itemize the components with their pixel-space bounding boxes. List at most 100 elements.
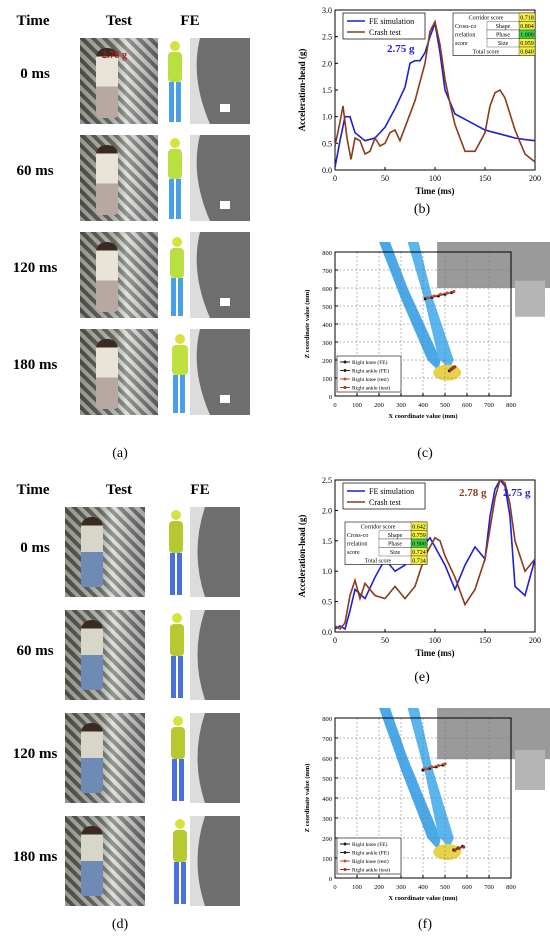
x-tick-label: 500 xyxy=(440,402,450,409)
x-axis-label: X coordinate value (mm) xyxy=(388,895,457,902)
car-front-shape xyxy=(437,242,550,289)
x-tick-label: 0 xyxy=(333,884,336,891)
legend-marker xyxy=(343,859,347,863)
car-bumper-shape xyxy=(515,280,545,317)
scatter-point xyxy=(439,292,443,296)
legend-label: Right ankle (FE) xyxy=(352,368,389,375)
x-tick-label: 700 xyxy=(484,884,494,891)
legend-marker xyxy=(343,369,347,372)
chart-b-head-acceleration: 0 50 100 150 200 0.0 0.5 1.0 1.5 2.0 2.5 3.0 Time (m… xyxy=(297,6,541,196)
legend-label: Right ankle (test) xyxy=(352,867,390,874)
x-tick-label: 600 xyxy=(462,402,472,409)
scatter-point xyxy=(453,848,457,852)
series-line-crash-test xyxy=(334,19,536,163)
score-row-label: rrelation xyxy=(347,542,367,548)
x-tick-label: 0 xyxy=(333,402,336,409)
y-tick-label: 0.0 xyxy=(322,166,332,175)
score-value: 0.959 xyxy=(520,41,534,47)
score-value-cell xyxy=(410,555,428,565)
y-axis-label: Z coordinate value (mm) xyxy=(304,764,311,833)
panel-a-label: (a) xyxy=(112,446,128,461)
fe-model-image xyxy=(170,610,240,700)
y-tick-label: 0 xyxy=(329,394,332,401)
score-value: 0.718 xyxy=(520,16,534,22)
y-tick-label: 1.5 xyxy=(322,537,332,546)
legend-label: Crash test xyxy=(369,28,402,37)
scatter-point xyxy=(425,296,429,300)
x-tick-label: 400 xyxy=(418,402,428,409)
scatter-point xyxy=(445,291,449,295)
panel-a-time-header: Time xyxy=(16,13,50,29)
y-tick-label: 200 xyxy=(322,358,332,365)
y-tick-label: 2.5 xyxy=(322,476,332,485)
panel-d-row-label: 60 ms xyxy=(16,643,54,659)
fe-model-image xyxy=(169,507,240,597)
legend-label: FE simulation xyxy=(369,487,414,496)
y-axis-label: Acceleration-head (g) xyxy=(297,515,307,598)
peak-label: 2.75 g xyxy=(387,43,415,55)
test-photo xyxy=(65,610,145,700)
panel-a-test-header: Test xyxy=(105,13,133,29)
panel-f-label: (f) xyxy=(418,917,432,932)
score-value: 0.724 xyxy=(412,550,426,556)
fe-leg-shape xyxy=(379,708,441,850)
y-tick-label: 800 xyxy=(322,716,332,723)
panel-d-label: (d) xyxy=(111,917,129,932)
y-tick-label: 400 xyxy=(322,322,332,329)
score-sub-label: Phase xyxy=(388,542,402,548)
chart-f-joint-trajectory: 0 100 200 300 400 500 600 700 800 0 100 200 300 400 50… xyxy=(304,708,550,902)
y-tick-label: 1.0 xyxy=(322,567,332,576)
series-line-fe-simulation xyxy=(334,20,536,168)
score-sub-cell xyxy=(486,38,520,48)
score-value: 0.804 xyxy=(520,24,534,30)
y-tick-label: 300 xyxy=(322,340,332,347)
photo-overlay-text: 2.78 g xyxy=(102,50,127,61)
scatter-point xyxy=(443,762,447,766)
legend-marker xyxy=(343,842,347,846)
test-photo: 2.78 g xyxy=(80,38,158,124)
x-tick-label: 300 xyxy=(396,402,406,409)
score-value: 0.759 xyxy=(412,533,426,539)
panel-a-row-label: 0 ms xyxy=(20,66,50,82)
fe-leg-shape xyxy=(379,242,441,371)
score-value: 1.000 xyxy=(520,33,534,39)
fe-model-image xyxy=(168,135,250,221)
score-value: 0.642 xyxy=(412,525,426,531)
fe-model-image xyxy=(172,329,250,415)
x-tick-label: 0 xyxy=(333,174,337,183)
score-row-label: Corridor score xyxy=(469,16,504,22)
panel-d-time-header: Time xyxy=(16,482,50,498)
y-tick-label: 0 xyxy=(329,876,332,883)
legend-label: Right ankle (FE) xyxy=(352,850,389,857)
score-sub-label: Shape xyxy=(496,24,511,30)
legend-label: Crash test xyxy=(369,498,402,507)
legend-label: Right ankle (test) xyxy=(352,385,390,392)
x-tick-label: 700 xyxy=(484,402,494,409)
panel-a-row-label: 60 ms xyxy=(16,163,54,179)
y-tick-label: 3.0 xyxy=(322,6,332,15)
y-tick-label: 600 xyxy=(322,286,332,293)
legend-box xyxy=(336,837,402,875)
fe-model-image xyxy=(173,816,240,906)
y-tick-label: 200 xyxy=(322,836,332,843)
x-tick-label: 50 xyxy=(381,636,389,645)
fe-foot-shape xyxy=(433,844,462,860)
fe-leg-shape xyxy=(407,242,454,369)
legend-marker xyxy=(343,851,347,854)
x-tick-label: 800 xyxy=(506,402,516,409)
legend-marker xyxy=(343,868,347,871)
scatter-point xyxy=(430,765,434,769)
panel-d-fe-header: FE xyxy=(190,482,210,498)
score-sub-cell xyxy=(378,547,412,557)
panel-a-fe-header: FE xyxy=(180,13,200,29)
scatter-point xyxy=(453,365,457,369)
scatter-point xyxy=(452,290,456,294)
legend-label: Right knee (test) xyxy=(352,376,389,383)
x-tick-label: 400 xyxy=(418,884,428,891)
score-row-label: Cross-co xyxy=(455,24,476,30)
panel-d-row-label: 120 ms xyxy=(12,746,58,762)
score-value: 0.900 xyxy=(412,542,426,548)
peak-label: 2.75 g xyxy=(503,487,531,499)
y-tick-label: 700 xyxy=(322,736,332,743)
y-tick-label: 1.0 xyxy=(322,113,332,122)
